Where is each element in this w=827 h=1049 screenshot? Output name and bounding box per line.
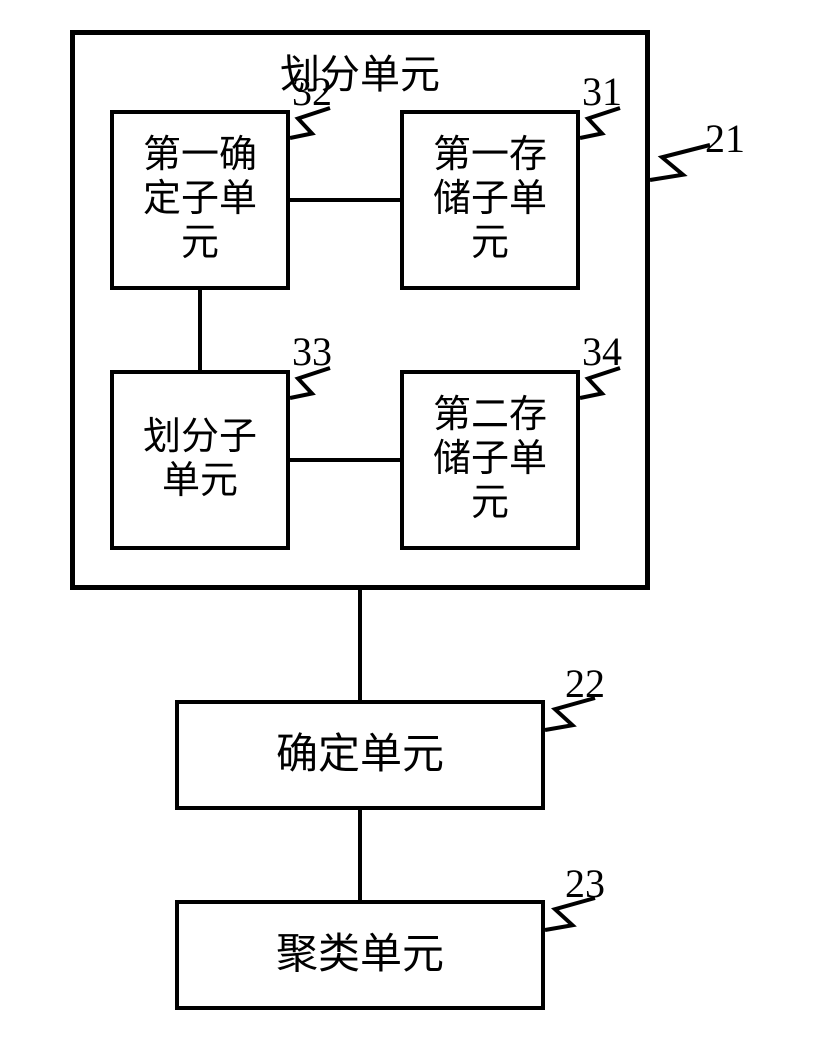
conn-22-23 — [358, 810, 362, 900]
conn-outer-22 — [358, 590, 362, 700]
conn-33-34 — [290, 458, 400, 462]
number-34: 34 — [582, 328, 622, 375]
diagram-canvas: 划分单元21第一确 定子单 元32第一存 储子单 元31划分子 单元33第二存 … — [0, 0, 827, 1049]
conn-32-33 — [198, 290, 202, 370]
partition-subunit: 划分子 单元 — [110, 370, 290, 550]
clustering-unit: 聚类单元 — [175, 900, 545, 1010]
number-32: 32 — [292, 68, 332, 115]
first-determining-subunit: 第一确 定子单 元 — [110, 110, 290, 290]
number-22: 22 — [565, 660, 605, 707]
determining-unit: 确定单元 — [175, 700, 545, 810]
number-33: 33 — [292, 328, 332, 375]
conn-32-31 — [290, 198, 400, 202]
number-23: 23 — [565, 860, 605, 907]
number-21: 21 — [705, 115, 745, 162]
number-31: 31 — [582, 68, 622, 115]
second-storage-subunit: 第二存 储子单 元 — [400, 370, 580, 550]
first-storage-subunit: 第一存 储子单 元 — [400, 110, 580, 290]
